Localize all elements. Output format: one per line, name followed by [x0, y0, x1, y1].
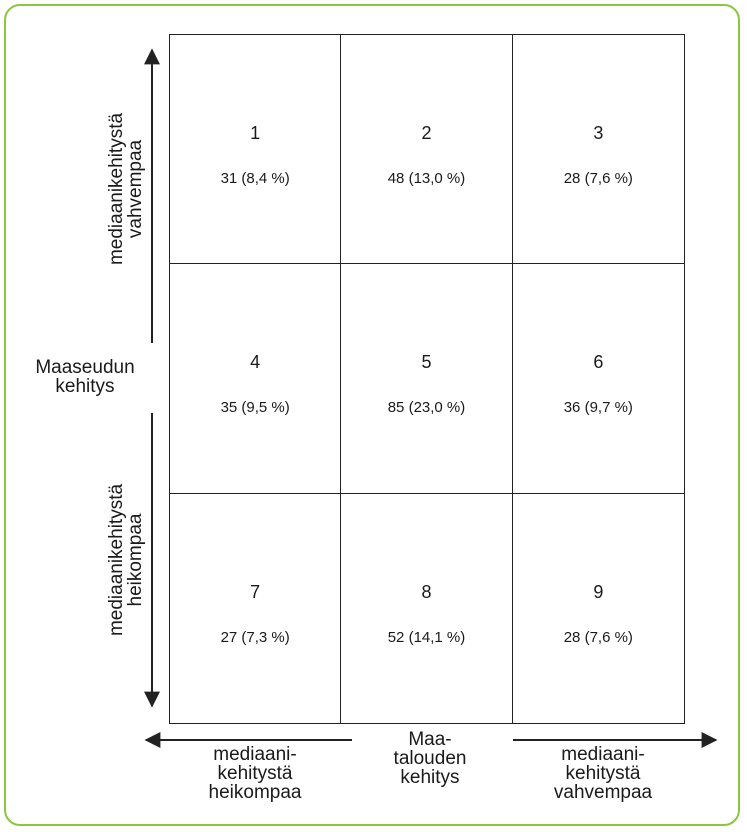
cell-value: 35 (9,5 %)	[220, 399, 290, 417]
matrix-cell-7: 7 27 (7,3 %)	[170, 493, 342, 723]
x-axis-title: Maa- talouden kehitys	[393, 729, 467, 788]
y-axis-upper-label: mediaanikehitystä vahvempaa	[106, 112, 146, 266]
cell-value: 31 (8,4 %)	[220, 170, 290, 187]
cell-value: 27 (7,3 %)	[220, 628, 290, 646]
cell-value: 36 (9,7 %)	[563, 399, 633, 417]
cell-value: 48 (13,0 %)	[387, 170, 466, 187]
cell-number: 8	[421, 581, 432, 602]
matrix-cell-1: 1 31 (8,4 %)	[170, 35, 342, 265]
cell-value: 52 (14,1 %)	[387, 628, 466, 646]
cell-value: 28 (7,6 %)	[563, 628, 633, 646]
cell-number: 5	[421, 352, 432, 373]
matrix-cell-9: 9 28 (7,6 %)	[513, 494, 684, 723]
matrix-cell-4: 4 35 (9,5 %)	[170, 264, 342, 494]
matrix-cell-3: 3 28 (7,6 %)	[512, 35, 684, 265]
matrix-grid: 1 31 (8,4 %) 2 48 (13,0 %) 3 28 (7,6 %) 4 35…	[169, 34, 685, 724]
y-axis-lower-label: mediaanikehitystä heikompaa	[106, 483, 146, 637]
matrix-cell-6: 6 36 (9,7 %)	[512, 264, 684, 494]
x-axis-right-label: mediaani- kehitystä vahvempaa	[553, 744, 653, 803]
cell-number: 6	[593, 352, 604, 373]
cell-number: 7	[250, 581, 261, 602]
diagram-frame	[4, 4, 740, 826]
cell-number: 9	[593, 581, 604, 602]
matrix-cell-2: 2 48 (13,0 %)	[341, 35, 513, 265]
y-axis-title: Maaseudun kehitys	[35, 357, 135, 397]
cell-value: 85 (23,0 %)	[387, 399, 466, 417]
cell-number: 3	[593, 123, 604, 143]
matrix-cell-5: 5 85 (23,0 %)	[341, 264, 513, 494]
cell-value: 28 (7,6 %)	[563, 170, 633, 187]
matrix-cell-8: 8 52 (14,1 %)	[341, 493, 513, 723]
cell-number: 2	[421, 123, 432, 143]
cell-number: 4	[250, 352, 261, 373]
x-axis-left-label: mediaani- kehitystä heikompaa	[208, 744, 302, 803]
cell-number: 1	[250, 123, 261, 143]
